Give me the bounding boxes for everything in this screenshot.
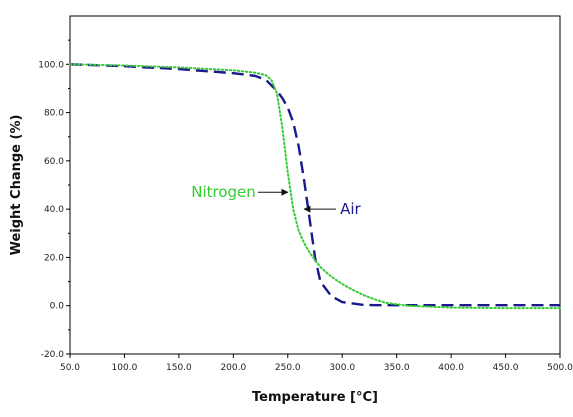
x-tick-label: 350.0 — [384, 363, 410, 373]
y-tick-label: 0.0 — [50, 302, 65, 312]
annotation-label-air: Air — [340, 200, 361, 218]
series-line-air — [69, 63, 560, 307]
x-tick-label: 250.0 — [275, 363, 301, 373]
y-tick-label: 20.0 — [44, 253, 64, 263]
x-tick-label: 300.0 — [329, 363, 355, 373]
x-tick-label: 450.0 — [493, 363, 519, 373]
y-tick-label: 100.0 — [38, 60, 64, 70]
x-axis-title: Temperature [°C] — [252, 390, 378, 405]
plot-area — [69, 15, 561, 355]
series-line-nitrogen — [69, 63, 561, 310]
x-tick-label: 100.0 — [112, 363, 138, 373]
annotation-label-nitrogen: Nitrogen — [191, 183, 256, 201]
x-tick-label: 150.0 — [166, 363, 192, 373]
annotation-layer: Nitrogen Air — [191, 183, 361, 218]
y-axis-title: Weight Change (%) — [9, 115, 24, 256]
x-tick-label: 400.0 — [438, 363, 464, 373]
y-axis: -20.0 0.0 20.0 40.0 60.0 80.0 100.0 — [38, 39, 70, 360]
x-tick-label: 50.0 — [60, 363, 80, 373]
y-tick-label: 40.0 — [44, 205, 64, 215]
series-layer — [69, 63, 561, 310]
x-tick-label: 500.0 — [547, 363, 573, 373]
y-tick-label: 80.0 — [44, 109, 64, 119]
y-tick-label: 60.0 — [44, 157, 64, 167]
y-tick-label: -20.0 — [41, 350, 65, 360]
x-tick-label: 200.0 — [220, 363, 246, 373]
x-axis: 50.0 100.0 150.0 200.0 250.0 300.0 350.0 400.0 4… — [60, 354, 573, 373]
